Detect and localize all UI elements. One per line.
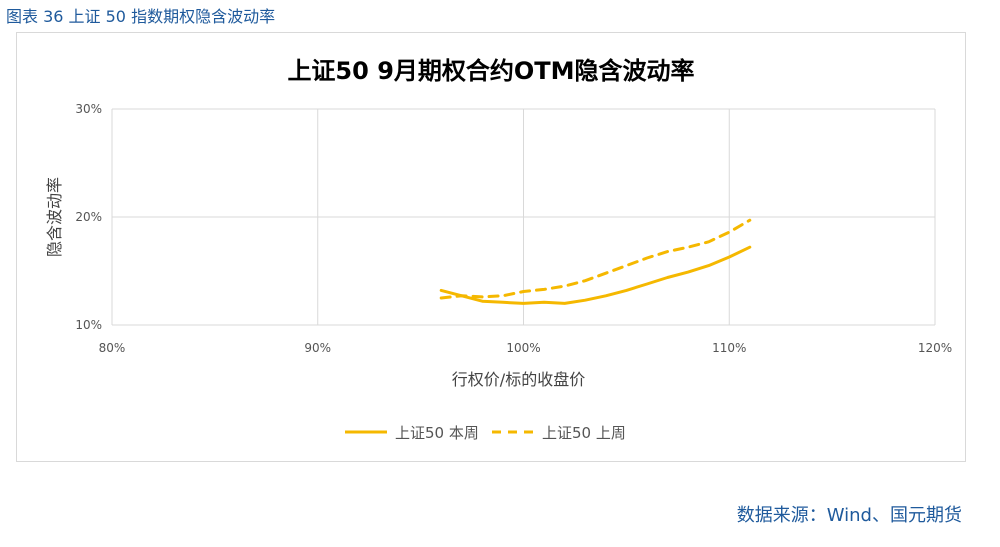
- legend-label: 上证50 本周: [395, 424, 479, 442]
- legend-label: 上证50 上周: [542, 424, 626, 442]
- x-tick-label: 80%: [99, 341, 126, 355]
- x-tick-label: 120%: [918, 341, 952, 355]
- x-tick-label: 90%: [304, 341, 331, 355]
- data-source: 数据来源：Wind、国元期货: [736, 505, 962, 526]
- series-line-0: [439, 245, 752, 305]
- chart-title: 上证50 9月期权合约OTM隐含波动率: [287, 57, 695, 85]
- y-axis-label: 隐含波动率: [45, 177, 64, 257]
- x-axis-label: 行权价/标的收盘价: [452, 370, 585, 389]
- y-tick-label: 20%: [75, 210, 102, 224]
- x-tick-label: 110%: [712, 341, 746, 355]
- x-tick-label: 100%: [506, 341, 540, 355]
- y-tick-label: 30%: [75, 102, 102, 116]
- figure-caption: 图表 36 上证 50 指数期权隐含波动率: [6, 7, 276, 26]
- chart-container: 上证50 9月期权合约OTM隐含波动率: [16, 32, 966, 462]
- y-tick-label: 10%: [75, 318, 102, 332]
- series-line-1: [439, 218, 752, 300]
